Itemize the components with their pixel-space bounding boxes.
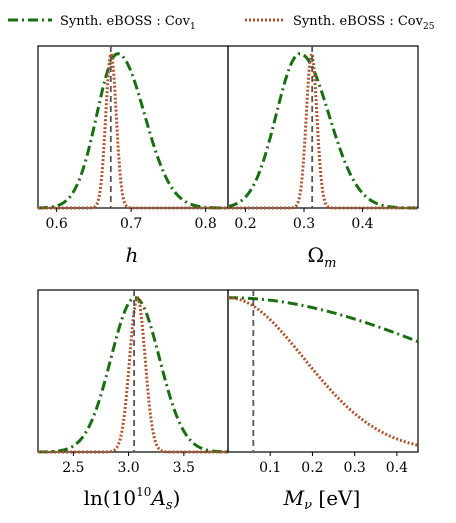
svg-text:Synth. eBOSS : Cov1: Synth. eBOSS : Cov1	[60, 14, 196, 32]
panel-frame-mnu	[227, 289, 419, 453]
panel-omega_m: 0.2 0.3 0.4	[227, 45, 419, 232]
xlabel-ln10as: ln(1010As)	[84, 485, 181, 513]
xticklabel-omega_m-2: 0.4	[351, 216, 373, 232]
legend-label-cov1: Synth. eBOSS : Cov	[60, 14, 191, 29]
svg-text:Synth. eBOSS : Cov25: Synth. eBOSS : Cov25	[293, 14, 435, 32]
xticklabel-h-1: 0.7	[120, 216, 142, 232]
panel-ln10As: 2.5 3.0 3.5	[37, 289, 229, 476]
panel-frame-h	[37, 45, 229, 209]
xticklabel-ln10As-1: 3.0	[117, 460, 139, 476]
legend-label-cov25: Synth. eBOSS : Cov	[293, 14, 424, 29]
xticklabel-omega_m-1: 0.3	[293, 216, 315, 232]
panel-frame-omega_m	[227, 45, 419, 209]
xlabel-mnu: Mν [eV]	[283, 486, 361, 513]
xticklabel-omega_m-0: 0.2	[234, 216, 256, 232]
panel-frame-ln10As	[37, 289, 229, 453]
panel-h: 0.6 0.7 0.8	[37, 45, 229, 232]
legend: Synth. eBOSS : Cov1 Synth. eBOSS : Cov25	[8, 14, 435, 32]
xticklabel-ln10As-2: 3.5	[173, 460, 195, 476]
xticklabel-mnu-0: 0.1	[259, 460, 281, 476]
series-mnu-cov25	[227, 296, 419, 447]
xlabel-h: h	[126, 243, 139, 267]
series-ln10As-cov1	[37, 296, 229, 454]
legend-sub-cov25: 25	[423, 22, 435, 32]
series-h-cov25	[38, 49, 228, 210]
series-omega_m-cov25	[228, 49, 418, 210]
panel-mnu: 0.1 0.2 0.3 0.4	[227, 289, 419, 476]
xticklabel-mnu-3: 0.4	[386, 460, 408, 476]
xticklabel-h-2: 0.8	[195, 216, 217, 232]
xticklabel-ln10As-0: 2.5	[62, 460, 84, 476]
series-ln10As-cov25	[38, 295, 228, 454]
legend-sub-cov1: 1	[190, 22, 196, 32]
series-mnu-cov1	[227, 296, 419, 343]
xlabel-omega-m: Ωm	[308, 243, 337, 271]
series-h-cov1	[37, 52, 229, 210]
series-omega_m-cov1	[227, 52, 418, 210]
xticklabel-mnu-1: 0.2	[301, 460, 323, 476]
xticklabel-mnu-2: 0.3	[344, 460, 366, 476]
xticklabel-h-0: 0.6	[45, 216, 67, 232]
